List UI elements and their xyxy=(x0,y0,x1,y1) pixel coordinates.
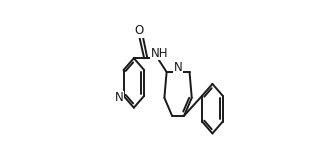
Text: O: O xyxy=(135,24,144,37)
Text: N: N xyxy=(173,61,182,74)
Text: NH: NH xyxy=(151,47,168,60)
Text: N: N xyxy=(115,91,124,104)
